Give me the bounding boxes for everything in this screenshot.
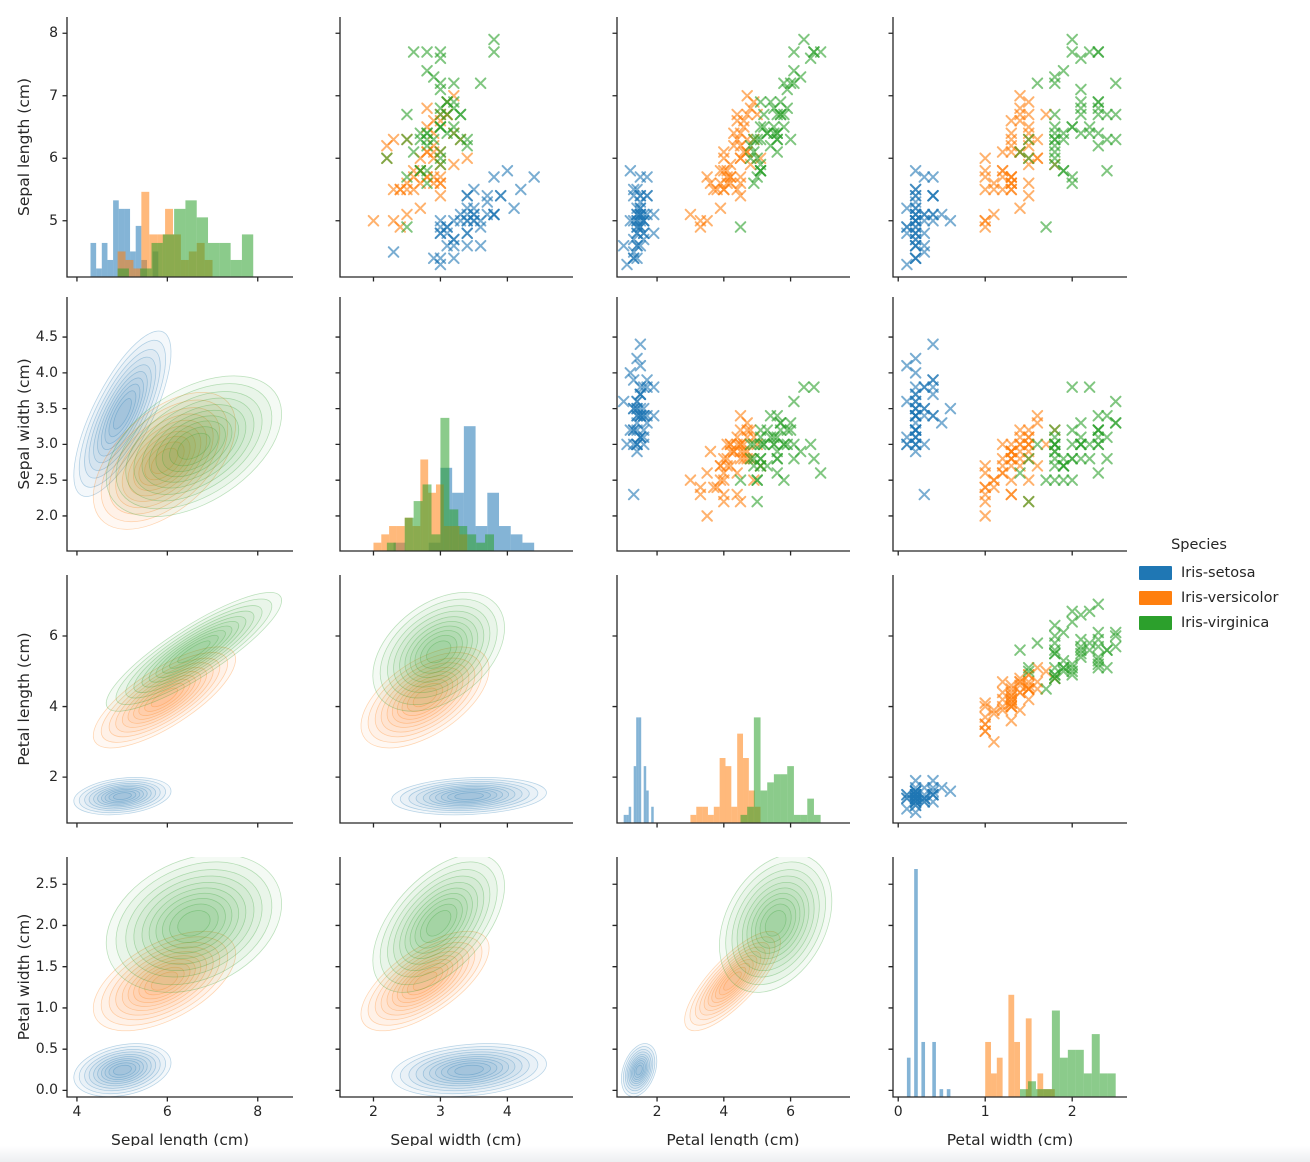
legend-label-virginica: Iris-virginica (1181, 614, 1270, 631)
y-tick-label: 7 (49, 87, 58, 104)
y-tick-label: 4.5 (35, 329, 58, 346)
y-tick-label: 0.0 (35, 1082, 58, 1099)
x-tick-label: 8 (253, 1104, 263, 1120)
y-axis-label-petal-width: Petal width (cm) (15, 913, 33, 1041)
x-tick-label: 4 (502, 1104, 512, 1120)
x-tick-label: 6 (162, 1104, 172, 1120)
x-tick-label: 2 (1067, 1104, 1077, 1120)
y-tick-label: 1.5 (35, 958, 58, 975)
y-tick-label: 3.0 (35, 436, 58, 453)
y-tick-label: 3.5 (35, 400, 58, 417)
y-tick-label: 2.5 (35, 472, 58, 489)
y-axis-label-petal-length: Petal length (cm) (15, 632, 33, 766)
y-tick-label: 1.0 (35, 999, 58, 1016)
y-tick-label: 4 (49, 698, 58, 715)
y-tick-label: 2.0 (35, 917, 58, 934)
legend-label-versicolor: Iris-versicolor (1181, 589, 1279, 606)
y-tick-label: 8 (49, 25, 58, 42)
legend-swatch-virginica (1139, 615, 1172, 630)
x-tick-label: 4 (72, 1104, 82, 1120)
legend-entry-virginica: Iris-virginica (1139, 610, 1309, 635)
x-tick-label: 2 (652, 1104, 662, 1120)
legend-title: Species (1171, 537, 1227, 553)
x-axis-label-petal-width: Petal width (cm) (946, 1131, 1074, 1149)
y-tick-label: 5 (49, 212, 58, 229)
x-tick-label: 6 (786, 1104, 796, 1120)
x-tick-label: 3 (435, 1104, 445, 1120)
legend-entry-setosa: Iris-setosa (1139, 560, 1309, 585)
y-axis-label-sepal-length: Sepal length (cm) (15, 78, 33, 216)
legend: Species Iris-setosa Iris-versicolor Iris… (1139, 537, 1309, 635)
legend-swatch-versicolor (1139, 590, 1172, 605)
legend-entry-versicolor: Iris-versicolor (1139, 585, 1309, 610)
y-tick-label: 2.0 (35, 507, 58, 524)
x-tick-label: 0 (893, 1104, 903, 1120)
page-bottom-strip (0, 1146, 1310, 1162)
x-axis-label-sepal-length: Sepal length (cm) (111, 1131, 249, 1149)
y-tick-label: 2.5 (35, 876, 58, 893)
legend-label-setosa: Iris-setosa (1181, 564, 1256, 581)
x-tick-label: 2 (369, 1104, 378, 1120)
y-axis-label-sepal-width: Sepal width (cm) (15, 358, 33, 490)
legend-swatch-setosa (1139, 565, 1172, 580)
y-tick-label: 4.0 (35, 364, 58, 381)
x-axis-label-petal-length: Petal length (cm) (666, 1131, 800, 1149)
x-axis-label-sepal-width: Sepal width (cm) (390, 1131, 522, 1149)
x-tick-label: 1 (980, 1104, 990, 1120)
y-tick-label: 6 (49, 628, 58, 645)
y-tick-label: 6 (49, 150, 58, 167)
y-tick-label: 2 (49, 769, 58, 786)
x-tick-label: 4 (719, 1104, 729, 1120)
y-tick-label: 0.5 (35, 1041, 58, 1058)
